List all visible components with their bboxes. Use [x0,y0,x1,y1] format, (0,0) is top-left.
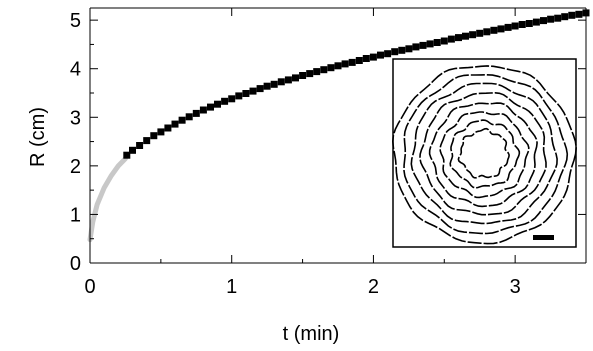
data-point [192,109,200,117]
x-tick-label: 1 [226,276,237,298]
data-point [398,46,406,54]
data-point [334,62,342,70]
inset-ring [449,119,521,189]
data-point [157,128,165,136]
data-point [256,85,264,93]
inset-ring [439,111,530,199]
x-tick-label: 0 [84,276,95,298]
axes: 0 1 2 3 0 1 2 3 4 5 [70,7,587,298]
data-point [476,29,484,37]
data-point [284,76,292,84]
data-point [270,80,278,88]
data-point [207,103,214,111]
inset [391,58,578,248]
data-point [306,70,314,78]
data-point [497,25,505,33]
data-point [327,64,335,72]
data-point [214,100,221,108]
data-point [348,58,356,66]
x-tick-label: 2 [368,276,379,298]
data-point [561,13,569,21]
data-point [185,113,193,121]
data-point [341,60,349,68]
data-point [504,23,512,31]
data-point [129,146,136,154]
y-tick-label: 2 [70,156,81,178]
data-point [518,21,526,28]
inset-ring [410,82,558,225]
data-point [440,37,448,45]
data-point [136,142,144,149]
y-tick-label: 0 [70,253,81,275]
data-point [377,51,384,59]
inset-ring [457,127,510,179]
data-point [532,18,540,26]
data-point [171,120,179,128]
data-point [384,50,392,58]
y-axis-title: R (cm) [27,107,49,167]
data-point [490,26,498,34]
data-point [143,137,151,145]
y-tick-label: 4 [70,59,81,81]
y-tick-label: 1 [70,204,81,226]
data-point [568,11,576,19]
data-point [575,10,583,18]
data-point [292,74,299,82]
data-point [391,48,399,56]
data-point [362,55,370,62]
data-point [199,106,207,114]
data-point [313,68,321,76]
data-point [228,95,236,103]
data-point [554,14,562,22]
data-point [525,20,533,27]
data-point [355,57,363,64]
data-point [277,78,285,86]
data-point [249,87,257,95]
data-point [433,39,441,46]
data-point [242,90,250,97]
data-point [419,41,427,49]
inset-ring [428,102,538,208]
fit-curve [87,156,128,243]
inset-scale-bar [533,235,554,240]
data-point [511,22,519,30]
x-tick-label: 3 [510,276,521,298]
data-point [164,124,172,132]
inset-ring [419,91,547,216]
data-point [263,82,271,90]
data-point [405,45,413,53]
data-point [455,34,462,42]
data-point [178,116,186,124]
data-point [447,35,455,43]
data-point [235,92,243,100]
data-point [320,66,328,74]
fit-curve-line [87,156,128,243]
data-point [469,31,477,39]
data-point [462,32,469,40]
inset-ring [391,65,578,245]
y-tick-label: 3 [70,107,81,129]
y-tick-label: 5 [70,10,81,32]
data-point [412,43,420,51]
data-point [547,15,555,23]
data-point [221,97,229,105]
data-point [369,53,377,61]
x-axis-title: t (min) [283,323,340,345]
data-point [483,28,491,36]
data-point [123,151,131,159]
inset-ring [403,73,569,235]
data-point [299,72,307,79]
data-point [540,17,547,25]
data-point [150,132,158,140]
data-point [426,40,434,48]
